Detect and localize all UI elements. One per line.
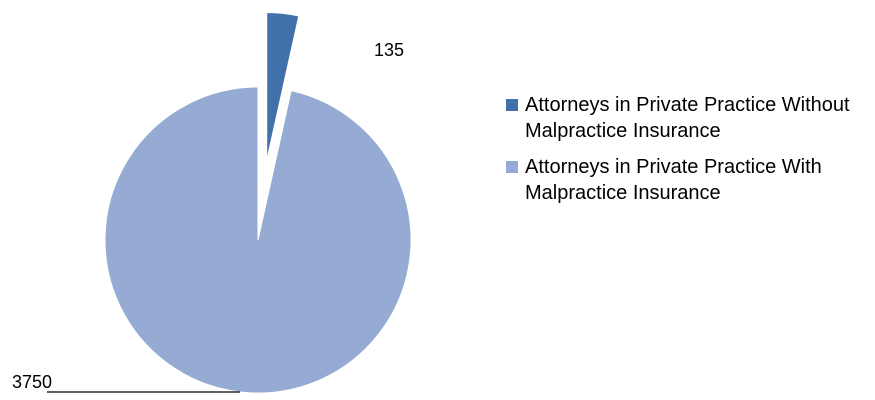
- legend-item: Attorneys in Private Practice With Malpr…: [503, 154, 863, 206]
- legend-swatch: [506, 99, 518, 111]
- pie-slice: [266, 11, 300, 161]
- data-label: 3750: [12, 372, 52, 392]
- data-label: 135: [374, 40, 404, 60]
- legend-swatch: [506, 161, 518, 173]
- legend-label: Attorneys in Private Practice Without Ma…: [525, 94, 850, 142]
- legend: Attorneys in Private Practice Without Ma…: [503, 92, 863, 216]
- legend-label: Attorneys in Private Practice With Malpr…: [525, 156, 822, 204]
- legend-item: Attorneys in Private Practice Without Ma…: [503, 92, 863, 144]
- pie-slice: [104, 86, 412, 394]
